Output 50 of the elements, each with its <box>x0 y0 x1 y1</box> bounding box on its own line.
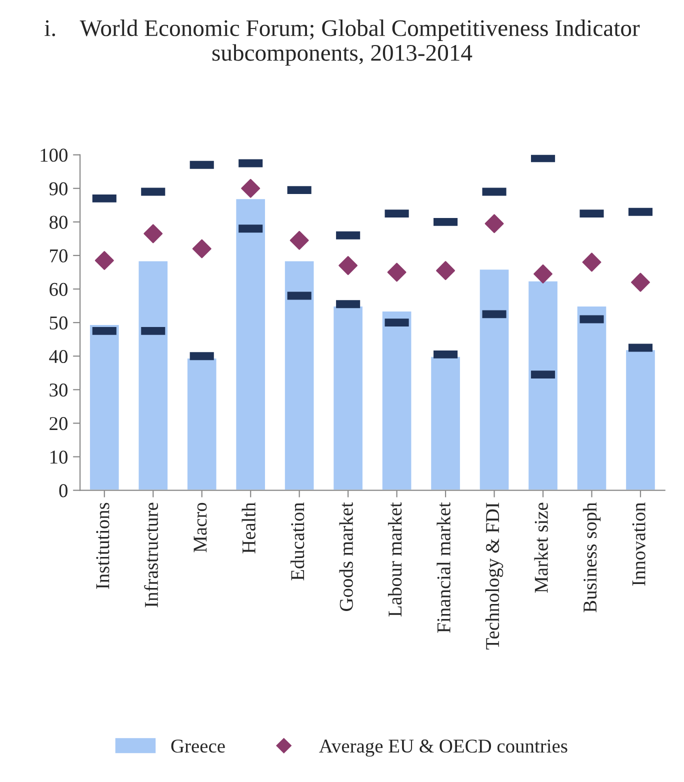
y-tick-label: 0 <box>59 484 68 498</box>
bar <box>624 348 656 490</box>
x-tick-label: Infrastructure <box>144 502 158 608</box>
y-tick-label: 40 <box>49 350 68 364</box>
bar <box>284 260 316 490</box>
bar <box>527 280 559 490</box>
x-tick-label: Financial market <box>436 502 450 633</box>
y-tick-label: 50 <box>50 316 68 330</box>
x-tick-label: Labour market <box>388 502 402 617</box>
bar <box>332 305 364 490</box>
bar <box>381 310 413 490</box>
y-tick-label: 100 <box>40 148 68 162</box>
y-tick-label: 70 <box>50 249 68 262</box>
legend-label: Greece <box>171 740 225 753</box>
y-tick-label: 30 <box>50 383 68 397</box>
y-tick-label: 20 <box>50 417 68 430</box>
bar <box>430 355 462 490</box>
x-tick-label: Goods market <box>339 502 353 611</box>
y-tick-label: 80 <box>50 216 68 229</box>
x-tick-label: Market size <box>534 502 548 593</box>
point <box>192 239 212 258</box>
x-tick-label: Health <box>242 502 256 554</box>
bar <box>88 324 120 490</box>
point <box>534 264 552 284</box>
x-tick-label: Macro <box>194 502 207 552</box>
x-tick-label: Education <box>290 502 304 580</box>
point <box>241 178 260 198</box>
legend-label: Average EU & OECD countries <box>319 740 568 757</box>
bar <box>234 198 266 490</box>
bar <box>478 268 510 490</box>
point <box>484 214 504 234</box>
x-tick-label: Innovation <box>632 502 646 586</box>
y-tick-label: 60 <box>50 282 68 296</box>
x-tick-label: Institutions <box>96 502 110 589</box>
x-tick-label: Business soph <box>582 502 601 612</box>
point <box>144 224 163 244</box>
y-tick-label: 10 <box>50 450 68 464</box>
chart-title: i. World Economic Forum; Global Competitiveness Indicator subcomponents, 2013-2014 <box>44 20 640 66</box>
point <box>290 230 309 250</box>
bar <box>137 260 169 490</box>
point <box>387 262 406 282</box>
point <box>436 261 456 280</box>
bar <box>576 305 608 490</box>
point <box>94 251 114 270</box>
y-tick-label: 90 <box>49 182 68 196</box>
x-tick-label: Technology & FDI <box>485 502 504 650</box>
point <box>338 256 358 276</box>
point <box>631 272 650 292</box>
bar <box>186 357 218 490</box>
point <box>582 252 602 272</box>
